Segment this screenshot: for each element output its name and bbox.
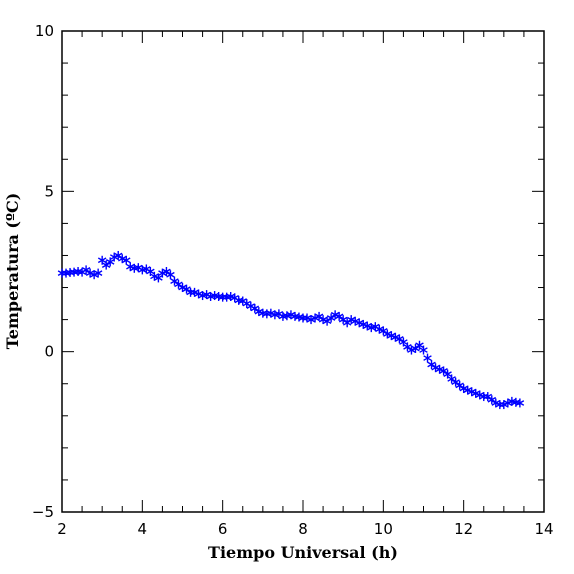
data-point	[483, 392, 493, 402]
data-point	[93, 268, 103, 278]
data-point	[314, 311, 324, 321]
y-tick-label: 10	[35, 22, 54, 40]
x-tick-label: 6	[218, 520, 228, 538]
data-points	[57, 250, 525, 410]
x-axis-title: Tiempo Universal (h)	[208, 543, 398, 562]
x-tick-label: 4	[138, 520, 148, 538]
tick-labels: 2 4 6 8 10 12 14 −5 0 5 10	[32, 22, 554, 538]
data-point	[403, 342, 412, 352]
data-point	[166, 270, 175, 280]
data-point	[427, 359, 436, 369]
data-point	[101, 260, 111, 270]
y-tick-label: 5	[44, 182, 54, 200]
data-point	[113, 250, 123, 260]
data-point	[174, 279, 183, 289]
data-point	[395, 334, 404, 344]
data-point	[451, 377, 460, 387]
data-point	[455, 380, 464, 390]
y-tick-label: −5	[32, 503, 54, 521]
x-tick-label: 2	[57, 520, 67, 538]
data-point	[338, 315, 348, 325]
data-point	[334, 311, 344, 321]
data-point	[81, 265, 91, 275]
data-point	[170, 276, 179, 286]
data-point	[439, 366, 448, 376]
x-tick-label: 12	[454, 520, 473, 538]
data-point	[419, 345, 428, 355]
data-point	[182, 284, 191, 294]
x-tick-label: 14	[534, 520, 553, 538]
data-point	[379, 326, 388, 336]
data-point	[447, 374, 456, 384]
x-tick-label: 10	[374, 520, 393, 538]
axis-ticks	[61, 30, 545, 513]
x-tick-label: 8	[298, 520, 308, 538]
data-point	[122, 255, 131, 265]
y-tick-label: 0	[44, 343, 54, 361]
data-point	[250, 303, 260, 313]
data-point	[342, 318, 352, 328]
data-point	[162, 267, 171, 276]
data-point	[326, 313, 336, 323]
data-point	[322, 316, 332, 326]
data-point	[487, 395, 497, 405]
data-point	[411, 343, 420, 353]
y-axis-title: Temperatura (ºC)	[3, 193, 22, 350]
data-point	[423, 353, 432, 363]
data-point	[515, 398, 525, 408]
